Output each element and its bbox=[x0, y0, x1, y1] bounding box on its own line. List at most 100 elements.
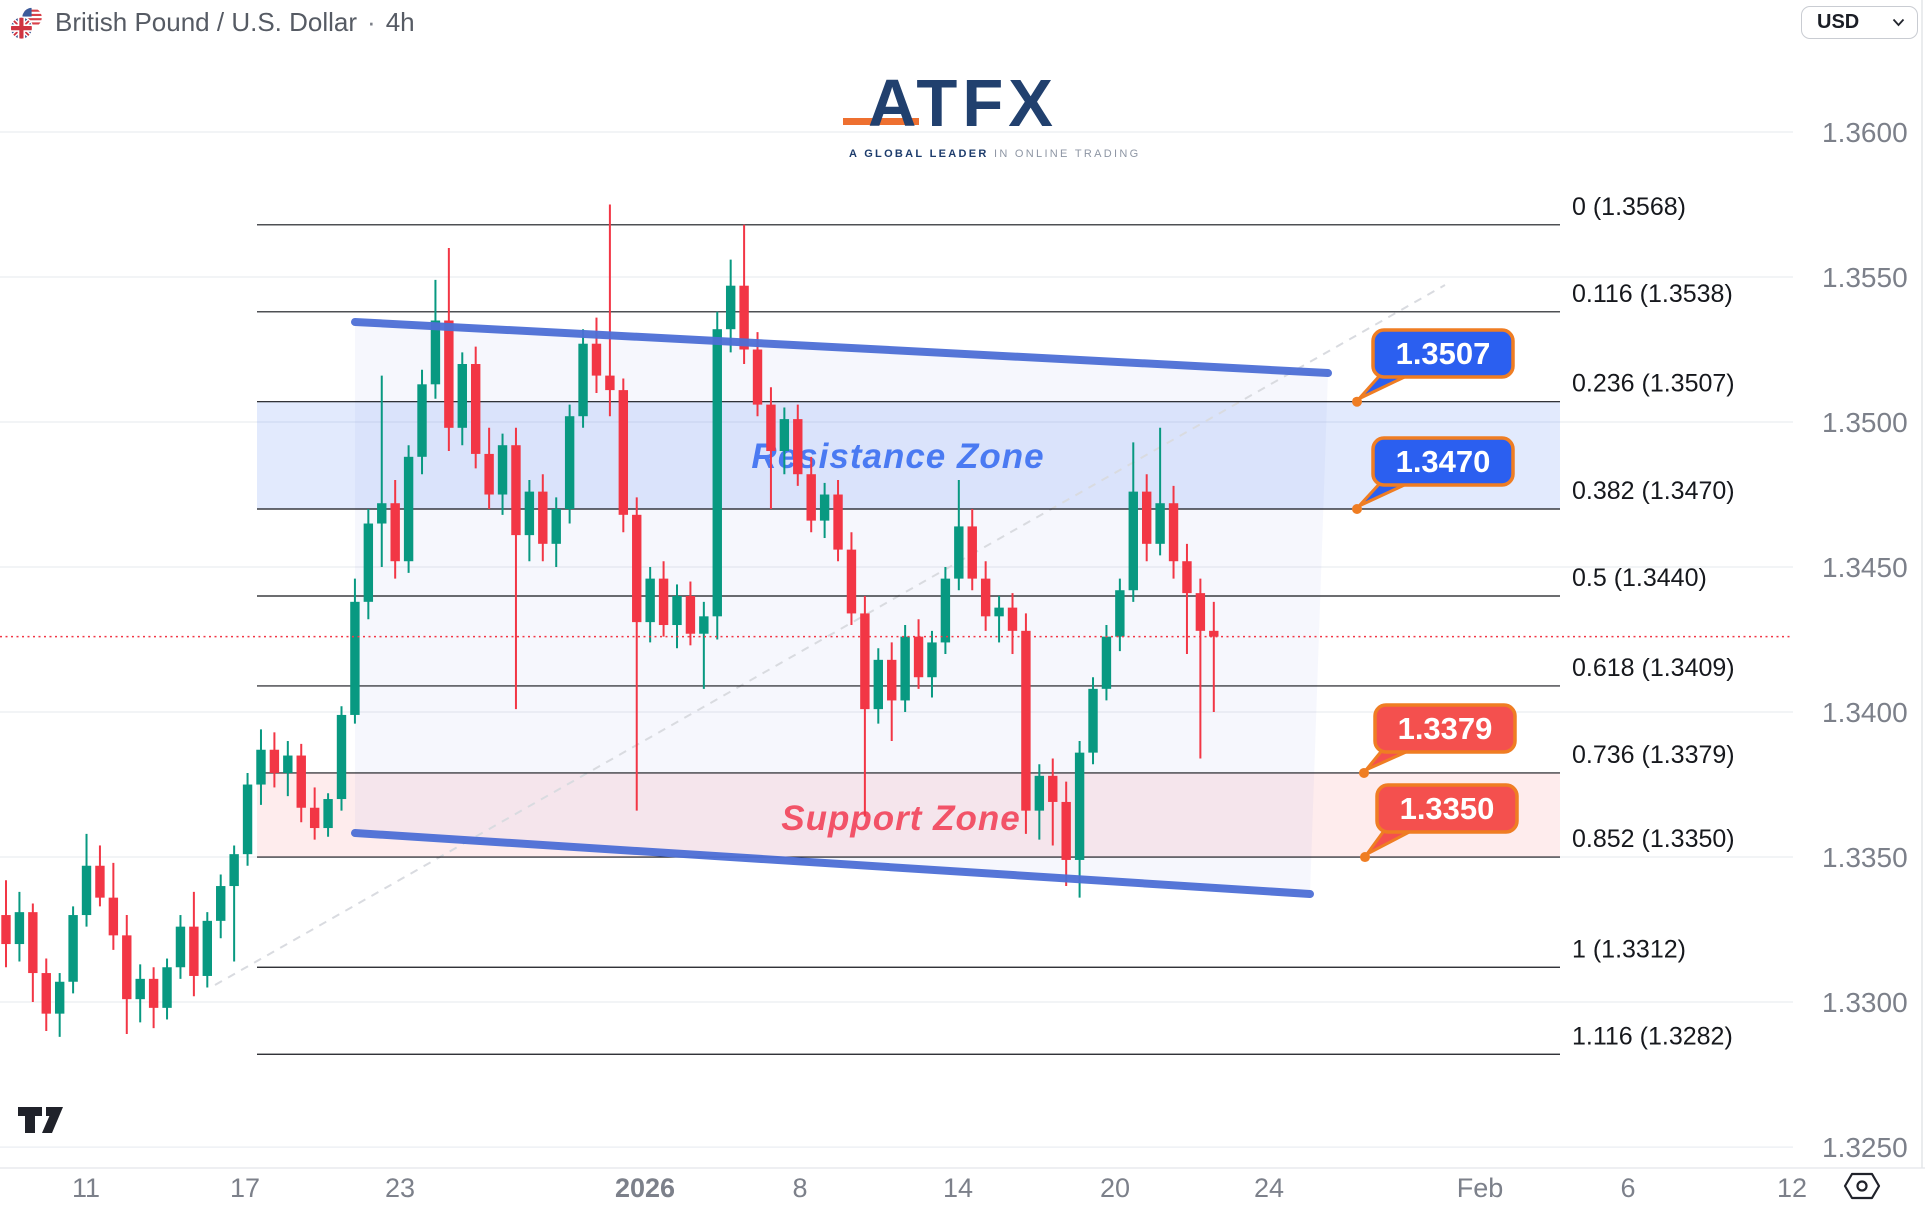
candle bbox=[68, 906, 78, 994]
candle bbox=[471, 346, 481, 469]
candle bbox=[564, 404, 575, 524]
atfx-logo-bar bbox=[843, 118, 919, 125]
candle bbox=[860, 596, 870, 817]
candle bbox=[994, 596, 1004, 643]
candle bbox=[403, 445, 414, 573]
candle bbox=[954, 480, 964, 591]
candle bbox=[1168, 485, 1179, 579]
candle bbox=[1142, 474, 1152, 562]
candle bbox=[189, 891, 199, 997]
candle bbox=[980, 561, 991, 631]
fib-label: 0.236 (1.3507) bbox=[1572, 370, 1735, 398]
chevron-down-icon bbox=[1892, 18, 1905, 27]
candle bbox=[296, 743, 306, 823]
callout-box bbox=[1371, 328, 1515, 379]
candle bbox=[336, 706, 347, 811]
fib-label: 0.116 (1.3538) bbox=[1572, 280, 1733, 308]
candle bbox=[108, 862, 119, 950]
price-axis[interactable]: 1.3600 1.3550 1.3500 1.3450 1.3400 1.3350 1.33… bbox=[1822, 117, 1908, 1163]
currency-selector-value: USD bbox=[1817, 11, 1860, 33]
time-axis-label: 20 bbox=[1100, 1173, 1130, 1203]
candle bbox=[1182, 543, 1192, 655]
timeframe-label[interactable]: 4h bbox=[385, 6, 415, 37]
tradingview-logo-icon[interactable] bbox=[18, 1107, 63, 1133]
dashed-trend-guide[interactable] bbox=[214, 284, 1446, 986]
candle bbox=[766, 387, 776, 510]
candle bbox=[229, 845, 239, 962]
price-axis-label: 1.3300 bbox=[1822, 987, 1908, 1018]
currency-selector[interactable]: USD bbox=[1801, 6, 1918, 39]
candle bbox=[511, 427, 521, 710]
candle bbox=[497, 433, 508, 515]
trend-channel-fill bbox=[355, 322, 1328, 894]
support-zone-label[interactable]: Support Zone bbox=[781, 799, 1020, 838]
fib-retracement[interactable]: 0 (1.3568) 0.116 (1.3538) 0.236 (1.3507) 0.… bbox=[257, 193, 1735, 1055]
candle bbox=[81, 833, 92, 927]
time-axis-label: 12 bbox=[1777, 1173, 1807, 1203]
callout-price: 1.3350 bbox=[1400, 791, 1495, 826]
time-axis-label: 11 bbox=[72, 1173, 100, 1203]
eye-icon[interactable] bbox=[1843, 1172, 1881, 1200]
callout-price: 1.3470 bbox=[1396, 444, 1491, 479]
candle bbox=[269, 732, 280, 788]
candle bbox=[524, 480, 535, 562]
candle bbox=[377, 375, 387, 568]
candle bbox=[283, 741, 293, 797]
candle bbox=[793, 404, 803, 486]
atfx-tagline-rest: IN ONLINE TRADING bbox=[988, 147, 1141, 160]
price-callout[interactable]: 1.3507 bbox=[1352, 328, 1515, 407]
callout-price: 1.3507 bbox=[1396, 336, 1491, 371]
candle bbox=[390, 480, 400, 579]
time-axis-label: 8 bbox=[792, 1173, 807, 1203]
candle bbox=[323, 793, 333, 837]
candle bbox=[122, 915, 132, 1034]
candle bbox=[779, 407, 790, 475]
symbol-name[interactable]: British Pound / U.S. Dollar bbox=[55, 6, 358, 37]
candle bbox=[846, 532, 857, 626]
upper-trendline[interactable] bbox=[351, 318, 1332, 377]
candle bbox=[591, 317, 602, 394]
candle bbox=[1048, 758, 1058, 846]
price-callout[interactable]: 1.3470 bbox=[1352, 436, 1515, 515]
candle bbox=[1007, 593, 1018, 655]
callout-price: 1.3379 bbox=[1398, 711, 1493, 746]
candle bbox=[900, 625, 910, 713]
candle bbox=[162, 958, 172, 1020]
candle bbox=[1074, 741, 1085, 898]
candle bbox=[605, 204, 615, 417]
candle bbox=[1021, 613, 1031, 834]
fib-label: 0.618 (1.3409) bbox=[1572, 654, 1735, 682]
candle bbox=[95, 845, 105, 907]
fib-label: 1 (1.3312) bbox=[1572, 935, 1686, 963]
candle bbox=[1128, 442, 1138, 602]
time-axis-label: 17 bbox=[230, 1173, 260, 1203]
price-axis-label: 1.3600 bbox=[1822, 117, 1908, 148]
candle bbox=[1195, 578, 1206, 759]
candle bbox=[457, 352, 467, 446]
lower-trendline[interactable] bbox=[351, 829, 1314, 898]
candle bbox=[1034, 764, 1045, 840]
candle bbox=[672, 584, 682, 649]
candle bbox=[350, 578, 360, 724]
candle bbox=[1209, 601, 1219, 713]
time-axis-label: 14 bbox=[943, 1173, 973, 1203]
candle bbox=[551, 497, 561, 568]
candle bbox=[216, 874, 226, 939]
callout-anchor-dot bbox=[1359, 767, 1369, 778]
price-callout[interactable]: 1.3379 bbox=[1359, 703, 1517, 778]
candle bbox=[54, 973, 65, 1037]
price-callout[interactable]: 1.3350 bbox=[1360, 783, 1519, 863]
symbol-header[interactable]: British Pound / U.S. Dollar · 4h bbox=[0, 0, 415, 44]
time-axis[interactable]: 11 17 23 2026 8 14 20 24 Feb 6 12 bbox=[72, 1173, 1807, 1203]
candle bbox=[685, 581, 696, 646]
candle bbox=[725, 259, 736, 353]
candle bbox=[887, 642, 897, 742]
callout-anchor-dot bbox=[1352, 504, 1362, 515]
candle bbox=[967, 509, 977, 591]
candle bbox=[833, 480, 843, 562]
callout-anchor-dot bbox=[1360, 852, 1370, 863]
candle bbox=[940, 567, 951, 655]
callout-anchor-dot bbox=[1352, 396, 1362, 407]
candle bbox=[41, 958, 51, 1032]
